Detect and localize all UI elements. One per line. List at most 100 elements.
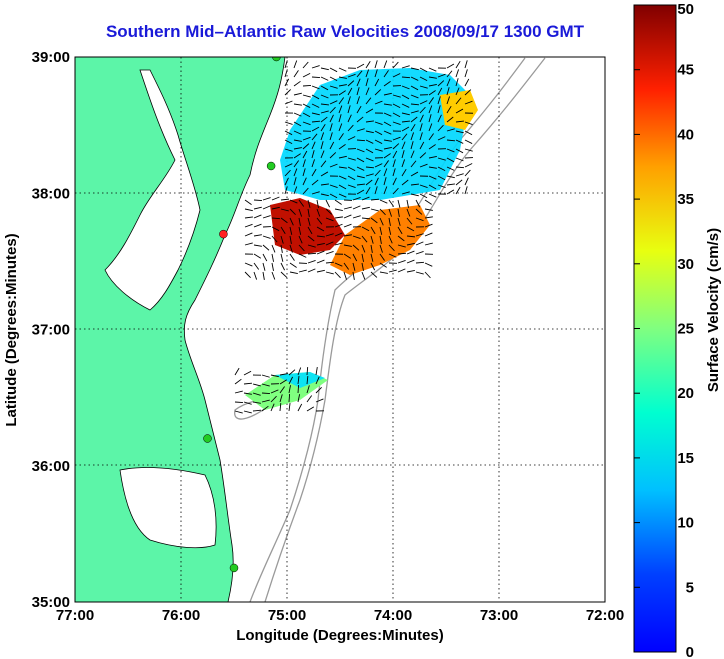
velocity-vector: [284, 177, 289, 186]
velocity-vector: [392, 150, 398, 159]
velocity-vector: [374, 78, 380, 87]
velocity-vector: [352, 197, 361, 201]
y-tick-label: 35:00: [32, 594, 70, 611]
velocity-vector: [379, 199, 388, 204]
velocity-vector: [329, 85, 338, 89]
velocity-vector: [306, 375, 309, 385]
velocity-vector: [446, 175, 455, 179]
velocity-vector: [401, 159, 406, 168]
velocity-vector: [244, 216, 253, 219]
velocity-vector: [271, 196, 280, 201]
velocity-vector: [261, 374, 270, 378]
velocity-vector: [388, 269, 397, 273]
velocity-vector: [280, 208, 289, 212]
velocity-vector: [356, 78, 361, 87]
velocity-patch-south-cool: [275, 372, 325, 388]
velocity-vector: [455, 173, 464, 177]
velocity-vector: [271, 226, 280, 232]
velocity-vector: [383, 81, 391, 87]
velocity-vector: [401, 103, 410, 108]
velocity-vector: [234, 390, 243, 394]
velocity-vector: [374, 60, 378, 69]
velocity-vector: [253, 234, 262, 237]
velocity-vector: [329, 193, 338, 199]
velocity-vector: [284, 121, 293, 125]
velocity-vector: [419, 114, 424, 123]
velocity-vector: [347, 105, 351, 114]
velocity-vector: [401, 120, 410, 123]
velocity-vector: [316, 235, 325, 238]
y-tick-labels: 39:00 38:00 37:00 36:00 35:00: [32, 49, 70, 611]
velocity-vector: [415, 217, 424, 222]
velocity-patch-north: [280, 68, 470, 200]
velocity-vector: [288, 376, 294, 385]
velocity-vector: [446, 105, 452, 114]
velocity-vector: [392, 61, 399, 69]
velocity-vector: [383, 60, 388, 69]
velocity-vector: [365, 108, 374, 114]
velocity-vector: [347, 87, 353, 96]
velocity-vector: [428, 175, 437, 180]
velocity-vector: [388, 244, 395, 252]
colorbar-tick-label: 10: [677, 515, 694, 532]
velocity-vector: [365, 173, 374, 177]
velocity-vector: [243, 401, 252, 405]
velocity-vector: [383, 186, 388, 195]
y-tick-label: 37:00: [32, 322, 70, 339]
velocity-vector: [383, 146, 392, 150]
velocity-vector: [316, 259, 325, 264]
velocity-vector: [455, 179, 463, 186]
colorbar-tick-label: 50: [677, 1, 694, 18]
velocity-vector: [307, 244, 316, 248]
velocity-vector: [262, 244, 270, 251]
velocity-vector: [280, 235, 284, 244]
velocity-vector: [406, 226, 415, 232]
velocity-vector: [379, 244, 383, 253]
velocity-vector: [383, 112, 392, 117]
velocity-vector: [280, 271, 288, 278]
velocity-vector: [365, 78, 369, 87]
velocity-vector: [356, 183, 365, 186]
velocity-vector: [271, 244, 276, 253]
x-tick-labels: 77:00 76:00 75:00 74:00 73:00 72:00: [56, 607, 624, 624]
velocity-vector: [289, 235, 292, 244]
velocity-vector: [406, 250, 415, 255]
velocity-vector: [316, 269, 325, 273]
velocity-vector: [370, 198, 380, 201]
chesapeake-bay: [104, 69, 201, 311]
colorbar-tick-label: 20: [677, 385, 694, 402]
velocity-vector: [311, 103, 320, 108]
velocity-vector: [284, 139, 293, 145]
velocity-vector: [374, 69, 378, 78]
velocity-vector: [316, 199, 319, 208]
velocity-vector: [293, 80, 301, 87]
velocity-vector: [455, 87, 460, 96]
velocity-vector: [302, 177, 307, 186]
velocity-vector: [352, 235, 361, 240]
velocity-vector: [361, 226, 370, 232]
velocity-vector: [356, 166, 365, 171]
velocity-vector: [302, 187, 309, 195]
velocity-vector: [446, 128, 455, 132]
velocity-vector: [311, 120, 321, 123]
colorbar: [633, 4, 677, 653]
velocity-vector: [334, 223, 343, 228]
velocity-vector: [455, 139, 464, 144]
velocity-vector: [397, 244, 406, 248]
velocity-vector: [352, 262, 356, 271]
velocity-vector: [410, 171, 419, 177]
velocity-vector: [401, 191, 410, 195]
velocity-vector: [343, 271, 347, 280]
velocity-vector: [338, 133, 344, 141]
velocity-vector: [401, 141, 406, 150]
velocity-vector: [428, 83, 437, 87]
velocity-vector: [280, 262, 285, 271]
velocity-vector: [410, 85, 419, 91]
velocity-vector: [437, 114, 442, 123]
velocity-vector: [464, 69, 468, 78]
velocity-vector: [401, 126, 410, 132]
velocity-vector: [401, 76, 411, 79]
velocity-vector: [289, 253, 295, 261]
velocity-vector: [320, 85, 329, 91]
